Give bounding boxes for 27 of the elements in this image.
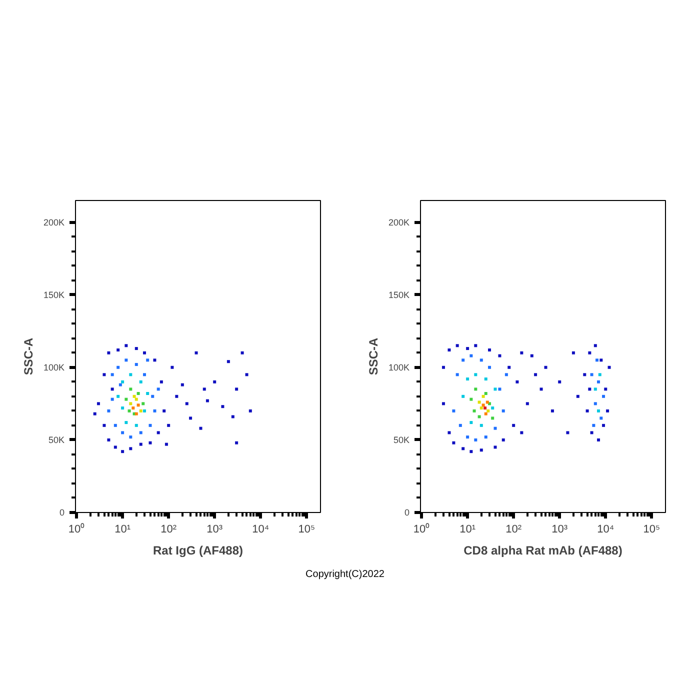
x-tick-label: 10⁴ <box>252 524 270 536</box>
y-tick-label: 100K <box>388 362 410 372</box>
y-tick-label: 0 <box>404 508 410 518</box>
x-tick-label: 10⁰ <box>413 522 430 536</box>
x-axis-title: Rat IgG (AF488) <box>152 544 244 558</box>
y-tick-label: 150K <box>43 290 65 300</box>
y-tick-label: 50K <box>393 434 410 445</box>
y-axis-title: SSC-A <box>21 338 36 376</box>
y-tick-label: 100K <box>43 362 65 372</box>
x-tick-label: 10² <box>160 524 177 536</box>
x-tick-label: 10¹ <box>114 524 131 536</box>
text: Copyright(C)2022 <box>304 568 386 582</box>
x-tick-label: 10² <box>506 524 522 536</box>
x-tick-label: 10⁵ <box>298 524 316 536</box>
x-tick-label: 10⁴ <box>597 524 614 536</box>
x-tick-label: 10³ <box>552 524 568 536</box>
x-axis-title: CD8 alpha Rat mAb (AF488) <box>464 544 622 558</box>
y-axis-title: SSC-A <box>366 338 380 376</box>
y-tick-label: 50K <box>48 434 64 445</box>
y-tick-label: 200K <box>43 217 65 228</box>
x-tick-label: 10⁵ <box>643 524 660 536</box>
x-tick-label: 10³ <box>206 524 223 536</box>
x-tick-label: 10⁰ <box>68 522 85 536</box>
x-tick-label: 10¹ <box>460 524 476 536</box>
y-tick-label: 150K <box>388 290 410 300</box>
y-tick-label: 0 <box>59 508 65 518</box>
y-tick-label: 200K <box>388 217 410 228</box>
